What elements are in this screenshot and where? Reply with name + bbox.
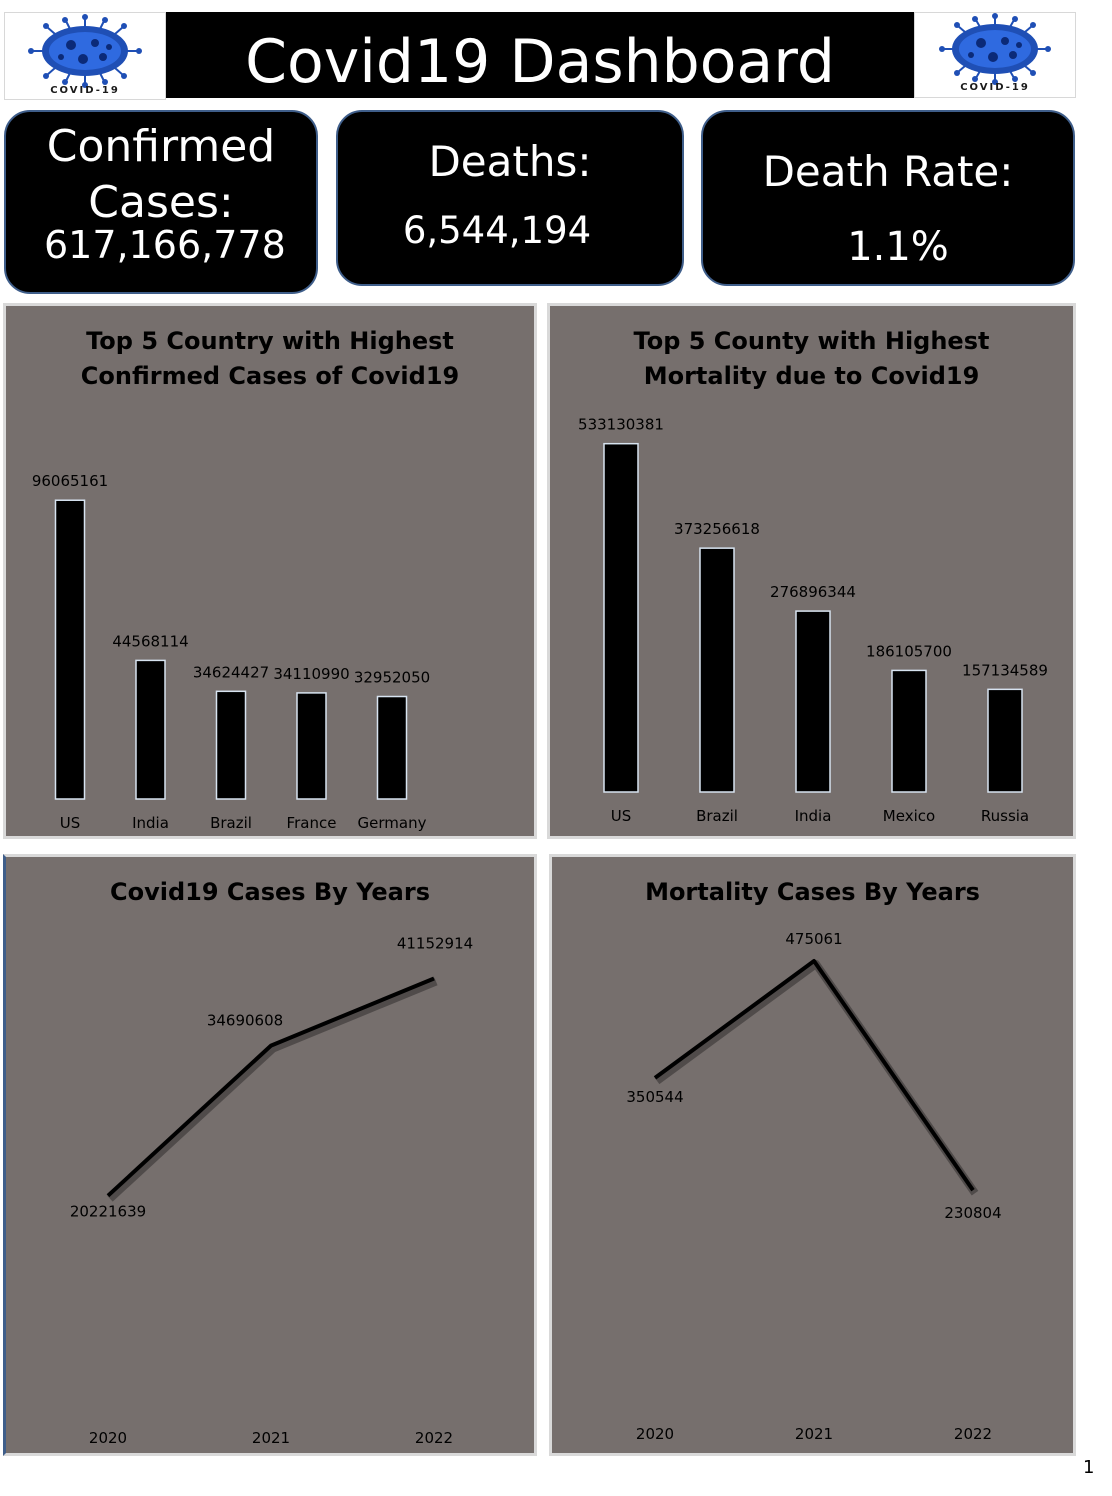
x-tick-label: US [60,814,81,832]
data-label: 533130381 [578,416,664,434]
x-tick-label: Germany [358,814,427,832]
x-tick-label: France [287,814,337,832]
kpi-death-rate-value: 1.1% [847,224,949,270]
panel-mortality-by-years: Mortality Cases By Years 350544 2020 47506… [549,854,1076,1456]
logo-caption: COVID-19 [960,82,1030,93]
bar-chart-mortality: 533130381 US 373256618 Brazil 276896344 India… [578,416,1048,825]
logo-caption: COVID-19 [50,85,120,96]
data-label: 230804 [944,1204,1001,1222]
x-tick-label: 2020 [89,1429,127,1447]
chart-title-cases-by-years: Covid19 Cases By Years [6,875,534,910]
x-tick-label: Brazil [696,807,738,825]
data-label: 157134589 [962,661,1048,679]
bar [795,610,831,793]
chart-title-line: Top 5 Country with Highest [86,327,454,355]
data-label: 475061 [785,930,842,948]
series-line-shadow [654,960,979,1196]
x-tick-label: Mexico [883,807,935,825]
series-line [653,959,975,1192]
coronavirus-icon: COVID-19 [939,13,1051,93]
data-label: 34624427 [193,663,269,681]
kpi-confirmed-label-1: Confirmed [46,121,276,172]
x-tick-label: Brazil [210,814,252,832]
x-tick-label: US [611,807,632,825]
kpi-death-rate: Death Rate: 1.1% [701,110,1075,286]
page-number: 1 [1083,1457,1095,1478]
data-label: 276896344 [770,583,856,601]
chart-title-line: Confirmed Cases of Covid19 [80,362,460,390]
panel-top-confirmed: Top 5 Country with Highest Confirmed Cas… [3,303,537,839]
x-tick-label: India [795,807,832,825]
series-line-shadow [107,977,438,1202]
line-chart-cases-by-years: 20221639 2020 34690608 2021 41152914 2022 [70,934,473,1447]
line-chart-mortality-by-years: 350544 2020 475061 2021 230804 2022 [626,930,1001,1443]
data-label: 44568114 [112,632,188,650]
bar [603,442,639,793]
bar [376,695,408,800]
panel-top-mortality: Top 5 County with Highest Mortality due … [547,303,1076,839]
bar [54,499,86,800]
bar [215,690,247,800]
x-tick-label: India [132,814,169,832]
data-label: 34690608 [207,1012,283,1030]
bar [296,692,327,800]
x-tick-label: 2020 [636,1425,674,1443]
coronavirus-icon: COVID-19 [28,14,142,96]
covid-logo-right: COVID-19 [914,12,1076,98]
chart-title-line: Covid19 Cases By Years [110,878,430,906]
data-label: 350544 [626,1088,683,1106]
bar [135,659,166,800]
data-label: 41152914 [397,934,473,952]
x-tick-label: 2021 [795,1425,833,1443]
kpi-deaths-label: Deaths: [428,137,592,186]
kpi-confirmed-cases: Confirmed Cases: 617,166,778 [4,110,318,294]
chart-title-line: Mortality Cases By Years [645,878,980,906]
dashboard-title: Covid19 Dashboard [166,12,914,98]
kpi-deaths: Deaths: 6,544,194 [336,110,684,286]
bar-chart-confirmed: 96065161 US 44568114 India 34624427 Brazil 341… [32,472,430,832]
data-label: 20221639 [70,1203,146,1221]
bar [987,688,1023,793]
chart-title-confirmed: Top 5 Country with Highest Confirmed Cas… [6,324,534,394]
kpi-death-rate-label: Death Rate: [762,147,1014,196]
chart-title-mortality-by-years: Mortality Cases By Years [552,875,1073,910]
x-tick-label: 2021 [252,1429,290,1447]
kpi-confirmed-label-2: Cases: [88,177,234,228]
chart-title-line: Mortality due to Covid19 [643,362,980,390]
data-label: 34110990 [273,665,349,683]
bar [699,547,735,793]
x-tick-label: 2022 [415,1429,453,1447]
bar [891,669,927,793]
x-tick-label: Russia [981,807,1029,825]
covid-logo-left: COVID-19 [4,12,166,100]
chart-title-mortality: Top 5 County with Highest Mortality due … [550,324,1073,394]
x-tick-label: 2022 [954,1425,992,1443]
kpi-confirmed-value: 617,166,778 [44,223,286,267]
data-label: 373256618 [674,520,760,538]
data-label: 96065161 [32,472,108,490]
panel-cases-by-years: Covid19 Cases By Years 20221639 2020 34690… [3,854,537,1456]
series-line [106,976,435,1198]
data-label: 186105700 [866,642,952,660]
data-label: 32952050 [354,669,430,687]
kpi-deaths-value: 6,544,194 [402,209,592,252]
chart-title-line: Top 5 County with Highest [633,327,990,355]
